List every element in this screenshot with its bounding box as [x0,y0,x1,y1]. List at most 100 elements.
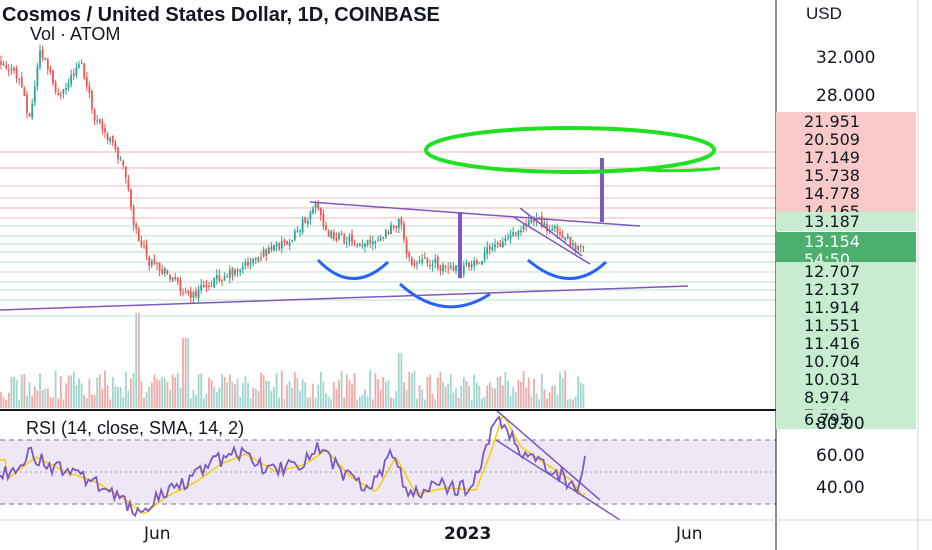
volume-bar [340,370,343,408]
volume-bar [332,382,335,408]
volume-bar [397,353,400,408]
volume-bar [169,389,171,408]
candle-body [577,245,580,250]
price-level-badge: 6.795 [776,410,916,429]
volume-bar [176,372,179,408]
price-level-badge: 11.416 [776,334,916,353]
candle-body [15,68,18,79]
volume-bar [582,384,585,408]
candle-body [195,291,197,297]
price-level-badge: 17.149 [776,148,916,167]
volume-bar [491,387,494,408]
candle-body [10,68,13,70]
candle-body [62,89,65,94]
volume-bar [504,371,507,408]
volume-bar [111,376,114,408]
volume-bar [15,380,18,408]
candle-body [91,91,93,110]
candle-body [501,241,504,248]
volume-bar [410,373,413,408]
candle-body [247,261,249,266]
volume-bar [561,378,564,408]
chart-drawings[interactable] [0,126,721,311]
volume-bar [364,389,366,408]
candle-body [143,246,145,248]
candle-body [278,242,281,250]
volume-bar [273,387,275,408]
candle-body [566,235,569,239]
volume-bar [231,381,234,408]
candle-body [426,258,429,263]
candle-body [49,68,52,72]
candle-body [218,274,221,281]
candle-body [455,265,457,271]
candle-body [132,206,135,225]
volume-bar [280,370,283,408]
candle-body [101,121,104,130]
candle-body [57,92,60,96]
candlesticks [0,44,585,304]
candle-body [20,77,23,87]
candle-body [410,257,413,265]
candle-body [473,260,476,266]
volume-bar [421,389,424,408]
volume-bar [130,378,132,408]
candle-body [488,245,491,250]
candle-body [579,245,582,248]
volume-bar [312,383,314,408]
candle-body [140,240,143,247]
candle-body [486,247,489,254]
candle-body [106,133,109,140]
candle-body [296,231,299,233]
volume-bar [244,376,247,408]
candle-body [551,229,554,231]
volume-bars [0,313,585,408]
volume-bar [0,392,2,408]
volume-bar [161,376,164,408]
price-level-badge: 12.707 [776,262,916,281]
volume-bar [31,395,34,408]
candle-body [226,276,229,278]
price-level-badge: 13.187 [776,212,916,231]
volume-bar [270,391,273,408]
head-arc [398,282,491,309]
volume-bar [23,374,26,408]
price-level-badge: 14.778 [776,184,916,203]
candle-body [283,240,286,243]
volume-bar [98,374,101,408]
currency-label: USD [806,4,842,23]
volume-bar [400,353,403,408]
volume-bar [501,385,504,408]
candle-body [449,265,452,268]
candle-body [553,226,556,229]
candle-body [413,262,416,266]
volume-bar [210,379,213,408]
volume-bar [517,380,520,408]
candle-body [416,263,418,265]
volume-bar [78,378,80,408]
left-shoulder-arc [316,258,390,280]
volume-bar [46,388,49,408]
candle-body [390,224,392,235]
price-level-badge: 15.738 [776,166,916,185]
candle-body [317,203,320,209]
volume-bar [145,392,148,408]
candle-body [538,217,541,219]
volume-bar [286,384,288,408]
volume-bar [481,398,483,408]
candle-body [582,246,585,249]
candle-body [36,66,39,87]
candle-body [192,292,195,298]
volume-bar [572,399,574,408]
volume-bar [171,374,174,408]
candle-body [44,57,47,60]
volume-bar [13,377,15,408]
candle-body [366,240,369,245]
volume-bar [569,398,572,408]
candle-body [236,269,239,272]
volume-bar [465,380,468,408]
candle-body [361,245,364,247]
candle-body [5,65,8,69]
price-level-badge: 11.914 [776,298,916,317]
